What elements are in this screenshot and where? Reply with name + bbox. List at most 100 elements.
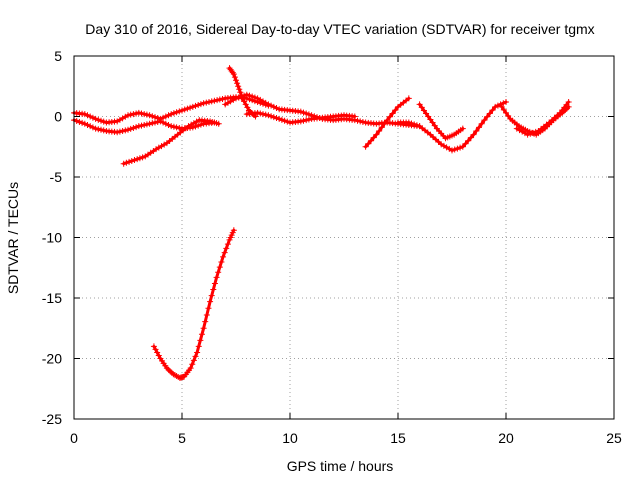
data-point bbox=[152, 346, 159, 353]
data-point bbox=[389, 110, 396, 117]
data-point bbox=[268, 113, 275, 120]
data-point bbox=[357, 118, 364, 125]
data-point bbox=[362, 143, 369, 150]
data-point bbox=[265, 101, 272, 108]
data-point bbox=[198, 331, 205, 338]
data-point bbox=[208, 292, 215, 299]
data-point bbox=[484, 113, 491, 120]
y-tick-label: -20 bbox=[42, 351, 62, 367]
data-point bbox=[203, 99, 210, 106]
data-point bbox=[249, 93, 256, 100]
data-point bbox=[373, 131, 380, 138]
data-point bbox=[205, 305, 212, 312]
data-point bbox=[215, 120, 222, 127]
data-point bbox=[239, 95, 246, 102]
data-point bbox=[98, 117, 104, 124]
data-point bbox=[257, 110, 264, 117]
data-point bbox=[300, 109, 307, 116]
data-point bbox=[454, 145, 461, 152]
data-point bbox=[241, 98, 248, 105]
data-point bbox=[138, 110, 145, 117]
data-point bbox=[429, 119, 436, 126]
data-point bbox=[157, 118, 164, 125]
data-point bbox=[273, 105, 280, 112]
data-point bbox=[168, 123, 175, 130]
data-point bbox=[351, 113, 358, 120]
data-point bbox=[192, 353, 199, 360]
data-point bbox=[162, 120, 169, 127]
data-point bbox=[303, 117, 310, 124]
data-point bbox=[210, 286, 217, 293]
data-point bbox=[187, 365, 194, 372]
data-point bbox=[141, 111, 148, 118]
data-point bbox=[465, 137, 472, 144]
data-point bbox=[498, 103, 505, 110]
data-point bbox=[503, 109, 509, 116]
data-point bbox=[181, 106, 188, 113]
data-point bbox=[260, 111, 266, 118]
data-point bbox=[136, 155, 143, 162]
data-point bbox=[449, 147, 455, 154]
data-point bbox=[218, 259, 225, 266]
data-point bbox=[179, 107, 185, 114]
data-point bbox=[297, 118, 304, 125]
data-point bbox=[459, 125, 466, 132]
data-point bbox=[190, 357, 197, 364]
data-point bbox=[192, 123, 199, 130]
data-point bbox=[122, 127, 129, 134]
data-point bbox=[224, 241, 231, 248]
y-tick-label: -10 bbox=[42, 230, 62, 246]
data-point bbox=[76, 118, 83, 125]
data-point bbox=[381, 120, 388, 127]
data-point bbox=[170, 123, 177, 130]
data-point bbox=[273, 115, 280, 122]
data-point bbox=[176, 108, 183, 115]
data-point bbox=[79, 119, 86, 126]
data-point bbox=[500, 106, 507, 113]
data-point bbox=[133, 124, 140, 131]
data-point bbox=[270, 114, 277, 121]
data-point bbox=[265, 112, 272, 119]
data-point bbox=[133, 110, 140, 117]
data-point bbox=[131, 157, 138, 164]
data-point bbox=[413, 122, 420, 129]
data-point bbox=[160, 119, 167, 126]
data-point bbox=[165, 112, 172, 119]
data-point bbox=[411, 121, 418, 128]
data-point bbox=[418, 104, 425, 111]
y-tick-label: -5 bbox=[50, 169, 63, 185]
data-point bbox=[168, 111, 175, 118]
grid bbox=[74, 56, 614, 419]
data-point bbox=[481, 117, 488, 124]
data-point bbox=[100, 127, 107, 134]
data-point bbox=[119, 128, 126, 135]
data-point bbox=[203, 311, 210, 318]
data-point bbox=[530, 129, 536, 136]
data-point bbox=[254, 109, 261, 116]
data-point bbox=[370, 134, 377, 141]
data-point bbox=[128, 157, 135, 164]
data-point bbox=[359, 118, 366, 125]
data-point bbox=[173, 109, 180, 116]
data-point bbox=[125, 126, 131, 133]
data-point bbox=[230, 71, 237, 78]
data-point bbox=[143, 121, 150, 128]
data-point bbox=[149, 113, 156, 120]
data-point bbox=[146, 112, 153, 119]
y-tick-label: 5 bbox=[54, 48, 62, 64]
data-point bbox=[197, 121, 204, 128]
data-point bbox=[451, 146, 458, 153]
data-point bbox=[197, 101, 204, 108]
data-point bbox=[505, 112, 512, 119]
data-point bbox=[214, 97, 221, 104]
data-point bbox=[187, 104, 194, 111]
data-point bbox=[467, 134, 474, 141]
data-point bbox=[368, 137, 374, 144]
data-point bbox=[100, 118, 107, 125]
data-point bbox=[95, 116, 102, 123]
series-arc-k bbox=[513, 98, 572, 138]
series-arc-c bbox=[120, 117, 222, 167]
data-point bbox=[149, 120, 156, 127]
data-point bbox=[234, 80, 241, 87]
data-point bbox=[135, 109, 142, 116]
